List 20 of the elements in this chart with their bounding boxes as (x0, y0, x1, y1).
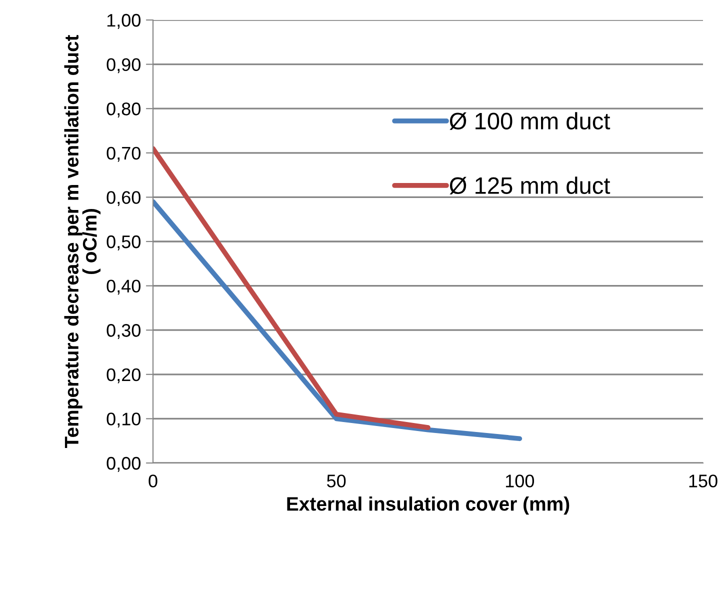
legend-label: Ø 100 mm duct (450, 112, 610, 130)
y-tick-label: 0,50 (106, 235, 140, 250)
y-tick-label: 0,00 (106, 456, 140, 472)
x-axis-title: External insulation cover (mm) (287, 496, 570, 515)
y-tick-label: 0,90 (106, 58, 140, 74)
y-tick-label: 0,70 (106, 146, 140, 162)
legend-label: Ø 125 mm duct (450, 176, 610, 194)
y-tick-label: 0,80 (106, 102, 140, 118)
line-series (153, 199, 522, 442)
y-tick-label: 0,30 (106, 324, 140, 339)
y-tick-label: 1,00 (107, 14, 140, 29)
x-tick-label: 150 (689, 474, 718, 488)
x-tick-label: 0 (148, 474, 158, 488)
x-tick-label: 50 (327, 474, 346, 488)
y-tick-label: 0,20 (106, 368, 140, 384)
y-tick-label: 0,10 (106, 412, 140, 428)
y-tick-label: 0,40 (106, 280, 140, 295)
y-axis-title: Temperature decrease per m ventilation duct ( oC/m) (64, 34, 100, 448)
y-tick-label: 0,60 (106, 191, 140, 206)
x-tick-label: 100 (506, 474, 534, 488)
